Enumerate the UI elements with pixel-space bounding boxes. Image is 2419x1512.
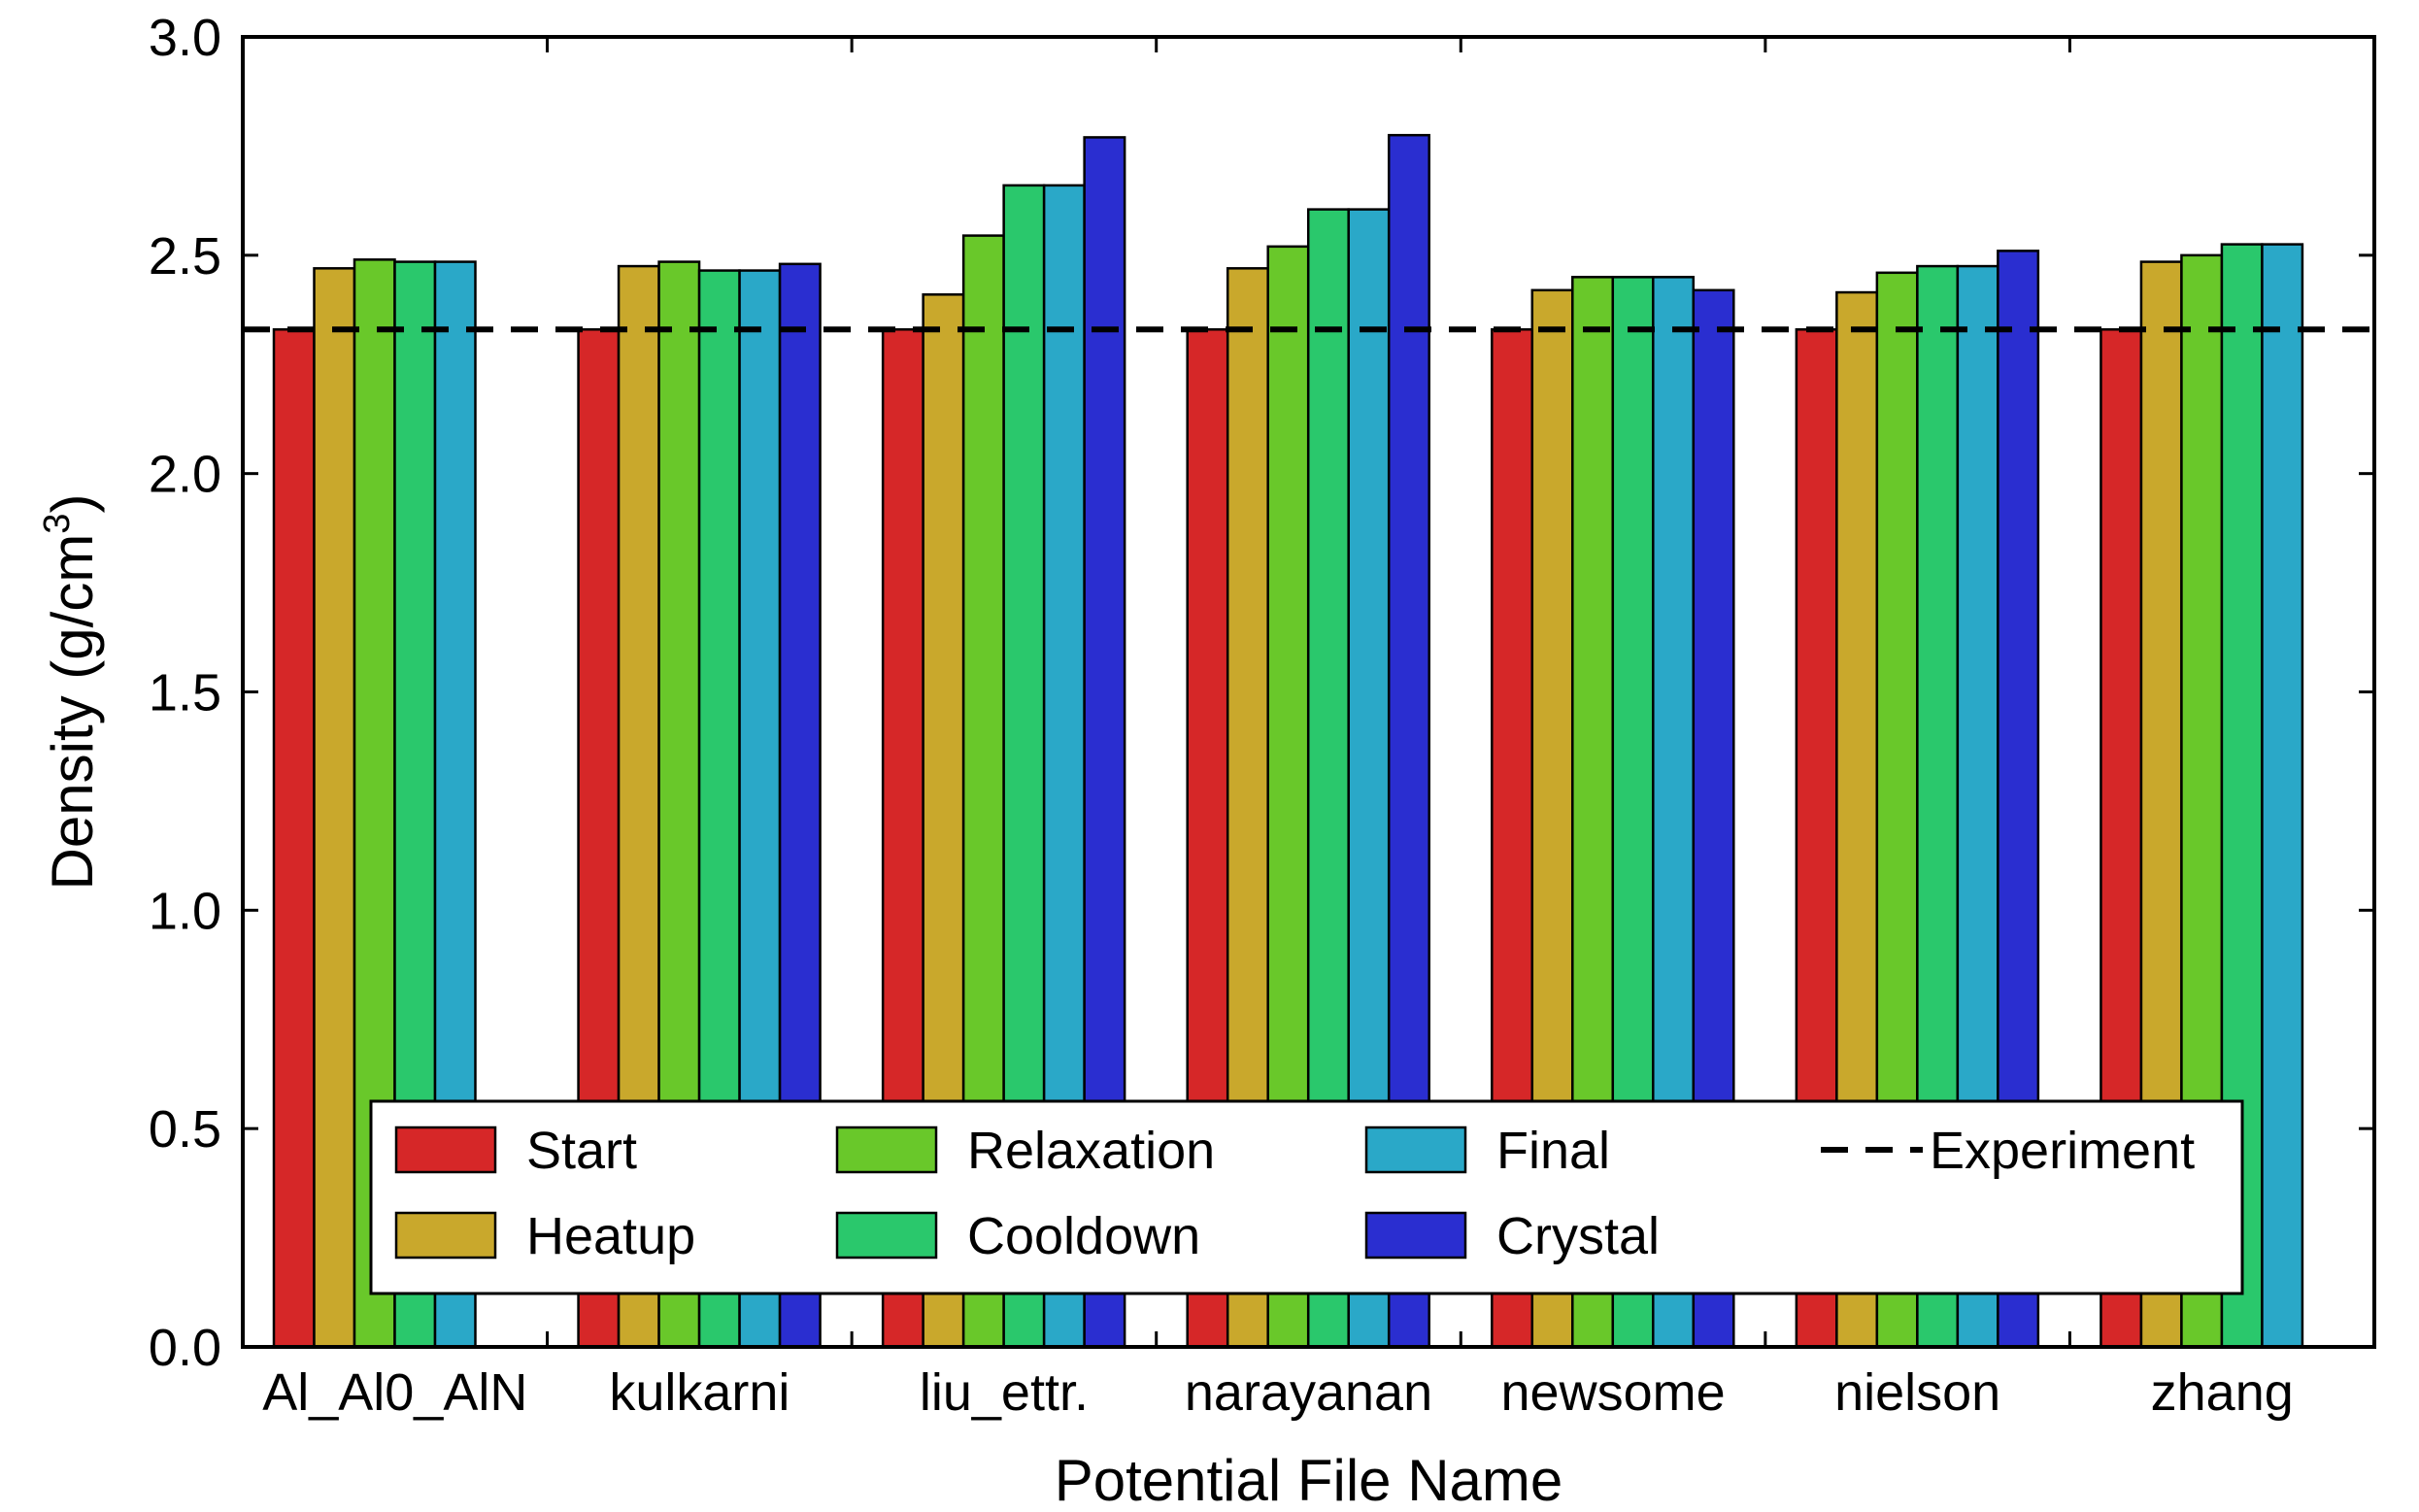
legend-label-relaxation: Relaxation: [967, 1122, 1215, 1180]
y-axis-title-end: ): [40, 494, 105, 514]
legend-box: [369, 1099, 2244, 1295]
y-tick-label: 0.5: [149, 1100, 221, 1159]
y-tick-labels: 0.0 0.5 1.0 1.5 2.0 2.5 3.0: [149, 9, 221, 1377]
y-axis-title-main: Density (g/cm: [40, 534, 105, 890]
bar-start-al-al0-aln: [272, 328, 316, 1349]
bar-final-zhang: [2261, 243, 2304, 1349]
x-axis-title: Potential File Name: [1055, 1448, 1563, 1512]
y-tick-label: 1.5: [149, 664, 221, 722]
legend-label-experiment: Experiment: [1930, 1122, 2195, 1180]
y-tick-label: 2.0: [149, 446, 221, 504]
x-tick-label: Al_Al0_AlN: [262, 1363, 527, 1422]
plot-frame: [241, 35, 2376, 1349]
legend-swatch-final: [1364, 1126, 1467, 1174]
x-tick-label: zhang: [2151, 1363, 2294, 1422]
y-tick-label: 1.0: [149, 882, 221, 940]
x-tick-label: narayanan: [1185, 1363, 1432, 1422]
y-axis-title-superscript: 3: [37, 514, 78, 534]
legend-label-cooldown: Cooldown: [967, 1207, 1200, 1265]
legend-swatch-crystal: [1364, 1211, 1467, 1260]
legend-swatch-start: [394, 1126, 497, 1174]
x-tick-label: nielson: [1834, 1363, 2000, 1422]
legend-label-crystal: Crystal: [1496, 1207, 1660, 1265]
legend-swatch-cooldown: [835, 1211, 938, 1260]
legend-swatch-heatup: [394, 1211, 497, 1260]
legend-swatch-relaxation: [835, 1126, 938, 1174]
x-tick-label: kulkarni: [609, 1363, 790, 1422]
y-tick-label: 3.0: [149, 9, 221, 67]
y-axis-title: Density (g/cm3): [37, 494, 105, 890]
legend-label-final: Final: [1496, 1122, 1610, 1180]
x-tick-label: liu_ettr.: [920, 1363, 1089, 1422]
x-tick-label: newsome: [1501, 1363, 1726, 1422]
x-tick-labels: Al_Al0_AlN kulkarni liu_ettr. narayanan news…: [262, 1363, 2294, 1422]
bar-heatup-al-al0-aln: [313, 267, 356, 1349]
y-tick-label: 2.5: [149, 227, 221, 286]
legend-label-heatup: Heatup: [526, 1207, 695, 1265]
y-tick-label: 0.0: [149, 1319, 221, 1377]
legend-label-start: Start: [526, 1122, 637, 1180]
legend: Start Heatup Relaxation Cooldown Final Crysta…: [369, 1099, 2244, 1295]
